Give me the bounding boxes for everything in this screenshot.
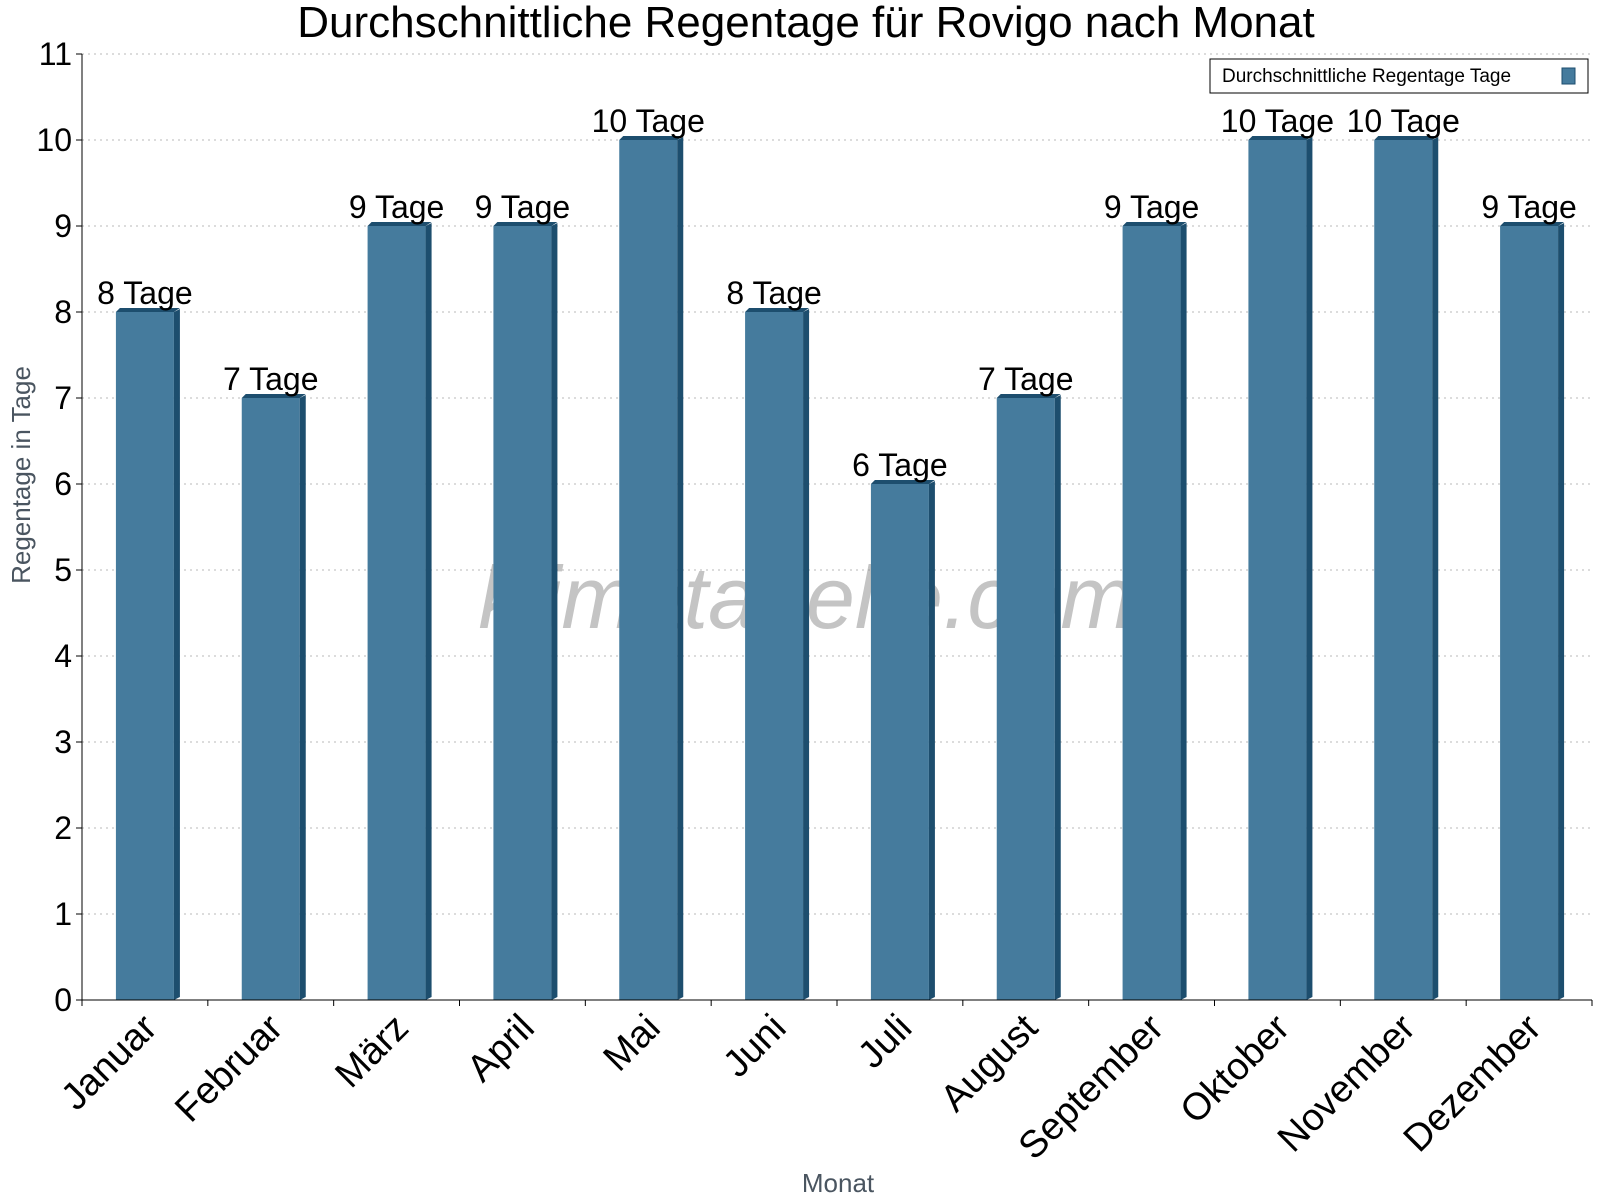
bar-top xyxy=(241,394,306,398)
bar xyxy=(1122,222,1187,1000)
bar-face xyxy=(996,398,1055,1000)
bar-face xyxy=(115,312,174,1000)
x-axis-title: Monat xyxy=(802,1168,875,1198)
x-tick-label: August xyxy=(933,1006,1047,1120)
axes xyxy=(81,54,1592,1001)
bar-side xyxy=(1432,137,1439,1000)
bar xyxy=(367,222,432,1000)
bar-top xyxy=(493,222,558,226)
bar-series xyxy=(115,136,1565,1000)
bar-face xyxy=(1122,226,1181,1000)
bar-face xyxy=(367,226,426,1000)
data-label: 10 Tage xyxy=(1221,103,1334,139)
bar-face xyxy=(241,398,300,1000)
x-tick-label: März xyxy=(328,1007,417,1096)
y-tick-label: 8 xyxy=(54,294,72,330)
bar-top xyxy=(1374,136,1439,140)
bar-face xyxy=(1248,140,1307,1000)
data-label: 6 Tage xyxy=(852,447,948,483)
bar-face xyxy=(493,226,552,1000)
bar-face xyxy=(745,312,804,1000)
x-tick-label: Oktober xyxy=(1173,1006,1299,1132)
bar-face xyxy=(1500,226,1559,1000)
bar-top xyxy=(115,308,180,312)
bar-face xyxy=(1374,140,1433,1000)
bar xyxy=(241,394,306,1000)
bar-top xyxy=(1122,222,1187,226)
chart-title: Durchschnittliche Regentage für Rovigo n… xyxy=(297,0,1314,47)
bar-top xyxy=(870,480,935,484)
legend: Durchschnittliche Regentage Tage xyxy=(1209,58,1589,94)
bar-top xyxy=(745,308,810,312)
legend-label: Durchschnittliche Regentage Tage xyxy=(1222,66,1511,87)
y-tick-label: 7 xyxy=(54,380,72,416)
y-tick-label: 11 xyxy=(39,36,72,72)
bar-face xyxy=(619,140,678,1000)
x-tick-label: April xyxy=(459,1007,542,1090)
legend-box xyxy=(1209,58,1589,94)
bar xyxy=(870,480,935,1000)
legend-swatch xyxy=(1561,67,1576,85)
x-tick-label: November xyxy=(1270,1006,1424,1160)
y-tick-label: 1 xyxy=(54,896,72,932)
y-tick-label: 2 xyxy=(54,810,72,846)
data-label: 8 Tage xyxy=(726,275,822,311)
x-tick-label: Juni xyxy=(715,1007,794,1086)
bar-side xyxy=(299,395,306,1000)
bar-side xyxy=(928,481,935,1000)
y-axis-ticks: 0 1 2 3 4 5 6 7 8 9 10 11 xyxy=(36,36,82,1018)
bar-side xyxy=(677,137,684,1000)
bar xyxy=(493,222,558,1000)
bar xyxy=(115,308,180,1000)
bar-side xyxy=(803,309,810,1000)
data-labels: 8 Tage 7 Tage 9 Tage 9 Tage 10 Tage 8 Tage 6 T… xyxy=(97,103,1577,483)
y-tick-label: 3 xyxy=(54,724,72,760)
x-axis-ticks: Januar Februar März April Mai Juni Juli AugustS… xyxy=(53,1000,1593,1168)
gridlines xyxy=(82,53,1592,915)
bar xyxy=(745,308,810,1000)
x-tick-label: Mai xyxy=(596,1007,669,1080)
bar-top xyxy=(1248,136,1313,140)
bar xyxy=(1500,222,1565,1000)
bar-top xyxy=(996,394,1061,398)
data-label: 8 Tage xyxy=(97,275,193,311)
bar xyxy=(1374,136,1439,1000)
bar-side xyxy=(425,223,432,1000)
x-tick-label: Januar xyxy=(53,1006,165,1118)
bar xyxy=(619,136,684,1000)
y-axis-title: Regentage in Tage xyxy=(6,366,36,584)
bar-top xyxy=(367,222,432,226)
x-tick-label: Februar xyxy=(167,1006,291,1130)
y-tick-label: 4 xyxy=(54,638,72,674)
x-tick-label: Dezember xyxy=(1396,1006,1550,1160)
y-tick-label: 5 xyxy=(54,552,72,588)
bar-side xyxy=(1306,137,1313,1000)
y-tick-label: 0 xyxy=(54,982,72,1018)
bar-side xyxy=(1558,223,1565,1000)
data-label: 10 Tage xyxy=(592,103,705,139)
data-label: 9 Tage xyxy=(475,189,571,225)
y-tick-label: 9 xyxy=(54,208,72,244)
x-tick-label: Juli xyxy=(850,1007,920,1077)
bar-side xyxy=(173,309,180,1000)
bar-side xyxy=(551,223,558,1000)
data-label: 7 Tage xyxy=(223,361,319,397)
data-label: 9 Tage xyxy=(1481,189,1577,225)
bar-side xyxy=(1180,223,1187,1000)
bar xyxy=(996,394,1061,1000)
y-tick-label: 10 xyxy=(36,122,72,158)
bar-side xyxy=(1054,395,1061,1000)
bar xyxy=(1248,136,1313,1000)
data-label: 10 Tage xyxy=(1347,103,1460,139)
y-tick-label: 6 xyxy=(54,466,72,502)
data-label: 9 Tage xyxy=(1104,189,1200,225)
bar-face xyxy=(870,484,929,1000)
data-label: 9 Tage xyxy=(349,189,445,225)
bar-top xyxy=(619,136,684,140)
data-label: 7 Tage xyxy=(978,361,1074,397)
bar-top xyxy=(1500,222,1565,226)
